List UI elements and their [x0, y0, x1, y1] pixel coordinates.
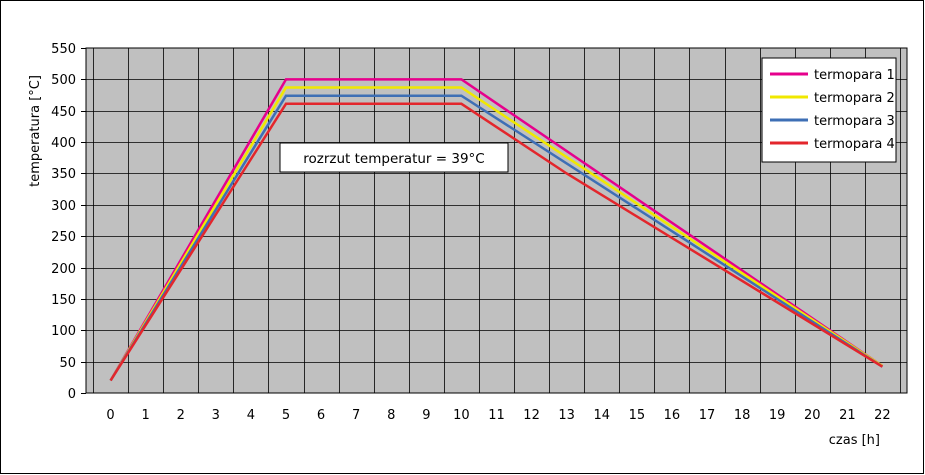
x-tick-label: 6 — [317, 408, 325, 423]
y-tick-label: 350 — [51, 167, 76, 182]
x-tick-label: 7 — [352, 408, 360, 423]
series-line-termopara-4 — [109, 102, 884, 382]
x-tick-label: 18 — [734, 408, 751, 423]
x-tick-label: 8 — [387, 408, 395, 423]
series-lines — [109, 78, 884, 382]
plot-frame — [85, 47, 908, 394]
x-tick-label: 21 — [839, 408, 856, 423]
y-axis-title: temperatura [°C] — [28, 75, 43, 187]
x-tick-label: 13 — [558, 408, 575, 423]
x-tick-label: 9 — [422, 408, 430, 423]
x-tick-label: 12 — [523, 408, 540, 423]
y-tick-label: 50 — [59, 356, 76, 371]
x-tick-label: 2 — [177, 408, 185, 423]
y-tick-label: 200 — [51, 262, 76, 277]
series-line-termopara-3 — [109, 94, 884, 382]
y-tick-label: 100 — [51, 324, 76, 339]
y-tick-label: 250 — [51, 230, 76, 245]
y-tick-label: 150 — [51, 293, 76, 308]
x-tick-label: 14 — [593, 408, 610, 423]
x-axis-title: czas [h] — [829, 433, 880, 448]
x-tick-label: 19 — [769, 408, 786, 423]
x-tick-label: 0 — [106, 408, 114, 423]
x-tick-label: 22 — [874, 408, 891, 423]
legend-label: termopara 3 — [814, 114, 895, 129]
x-tick-label: 11 — [488, 408, 505, 423]
legend-label: termopara 2 — [814, 91, 895, 106]
y-tick-label: 400 — [51, 136, 76, 151]
y-tick-label: 500 — [51, 73, 76, 88]
series-line-termopara-2 — [109, 86, 884, 382]
x-tick-label: 16 — [664, 408, 681, 423]
x-tick-label: 15 — [629, 408, 646, 423]
legend-label: termopara 1 — [814, 68, 895, 83]
x-tick-label: 4 — [247, 408, 255, 423]
x-tick-label: 1 — [142, 408, 150, 423]
annotation-box: rozrzut temperatur = 39°C — [279, 142, 509, 173]
series-line-termopara-1 — [109, 78, 884, 382]
x-tick-label: 17 — [699, 408, 716, 423]
x-tick-label: 3 — [212, 408, 220, 423]
y-tick-label: 0 — [68, 387, 76, 402]
legend-label: termopara 4 — [814, 137, 895, 152]
legend: termopara 1 termopara 2 termopara 3 termopa… — [761, 57, 897, 163]
y-tick-label: 550 — [51, 42, 76, 57]
annotation-text: rozrzut temperatur = 39°C — [303, 151, 484, 167]
x-tick-label: 20 — [804, 408, 821, 423]
y-tick-label: 300 — [51, 199, 76, 214]
y-tick-label: 450 — [51, 105, 76, 120]
x-tick-label: 5 — [282, 408, 290, 423]
x-tick-label: 10 — [453, 408, 470, 423]
annotation-frame — [279, 142, 509, 173]
